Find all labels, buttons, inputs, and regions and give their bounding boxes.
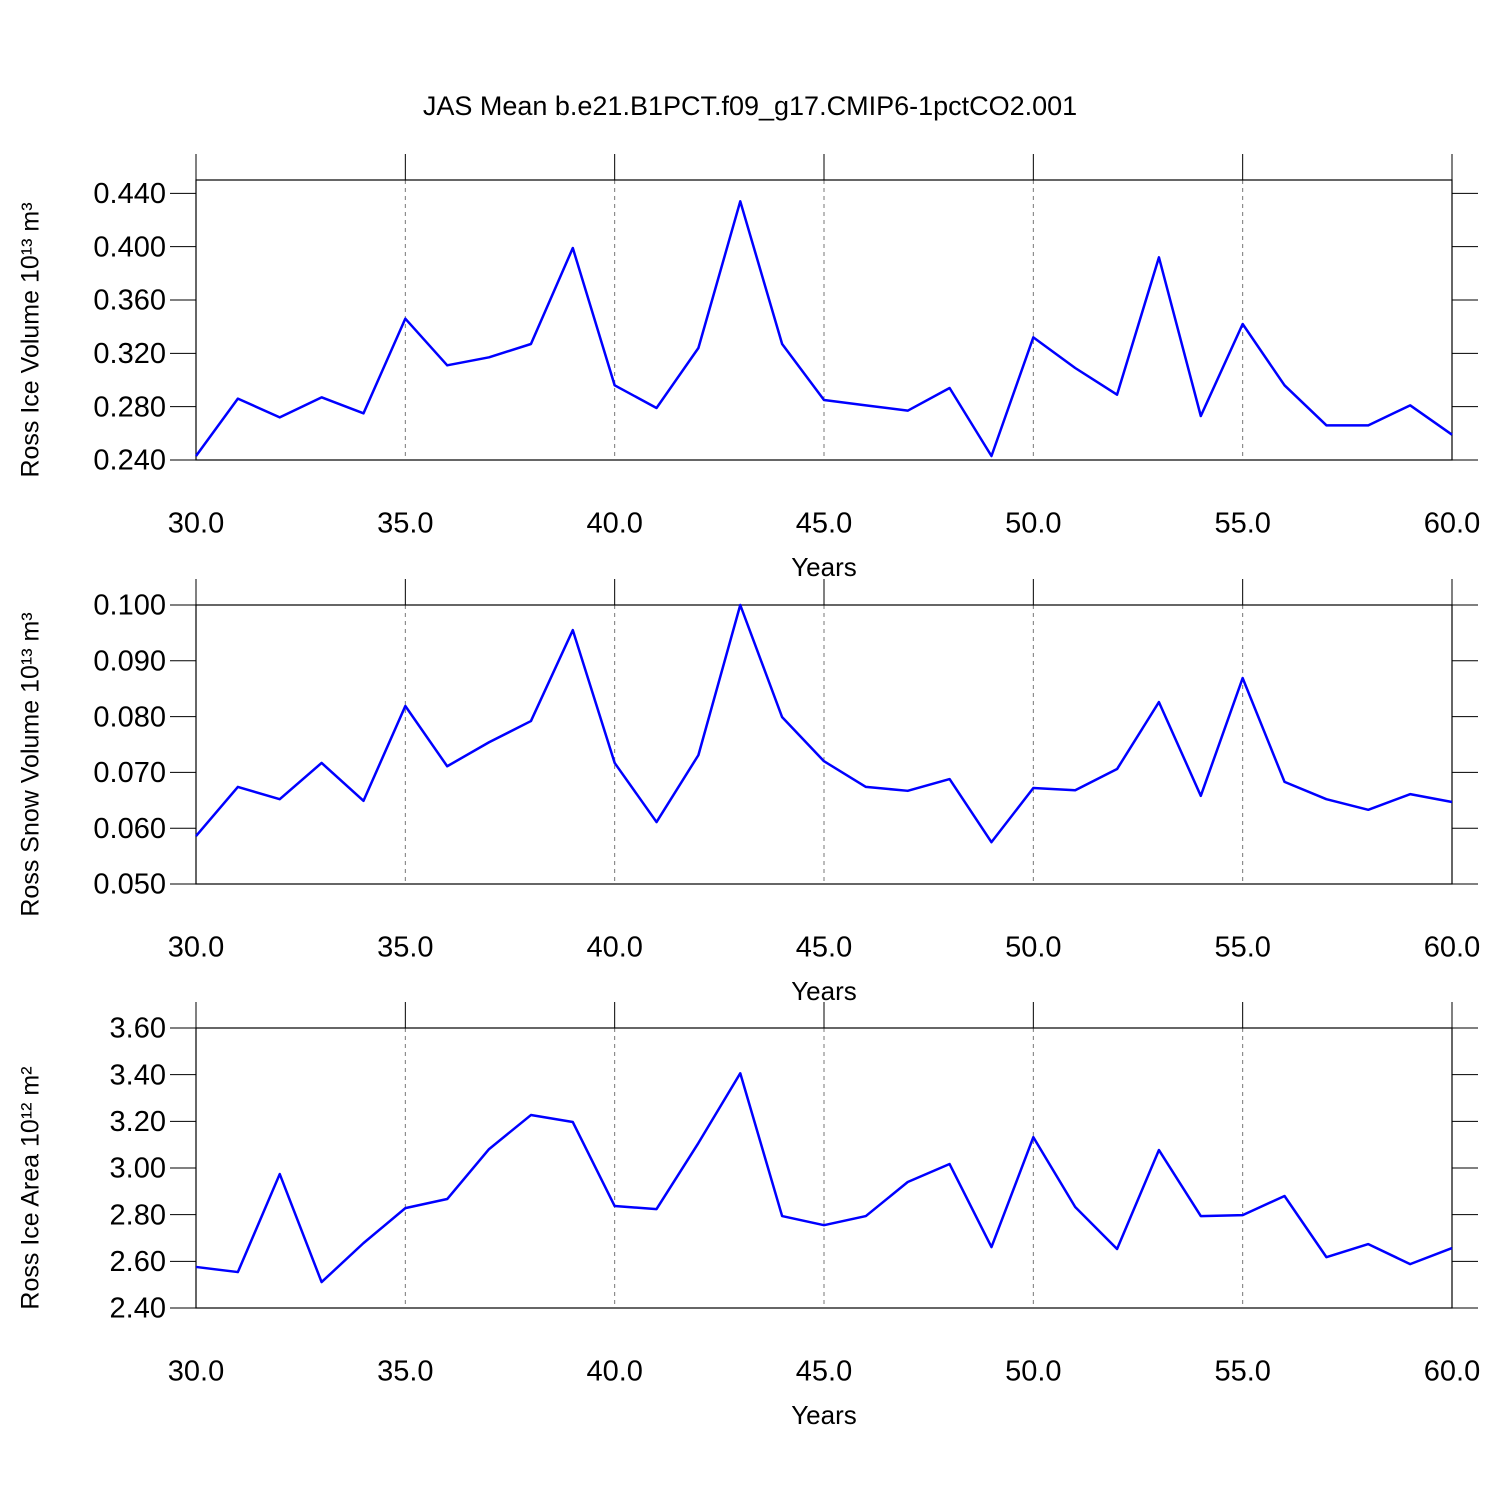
x-tick-label: 40.0 bbox=[586, 1356, 642, 1388]
x-tick-label: 50.0 bbox=[1005, 1356, 1061, 1388]
y-tick-label: 0.320 bbox=[93, 338, 166, 370]
x-tick-label: 35.0 bbox=[377, 1356, 433, 1388]
y-tick-label: 0.050 bbox=[93, 869, 166, 901]
y-tick-label: 2.40 bbox=[110, 1293, 166, 1325]
x-tick-label: 30.0 bbox=[168, 932, 224, 964]
y-tick-label: 3.60 bbox=[110, 1013, 166, 1045]
x-tick-label: 60.0 bbox=[1424, 508, 1480, 540]
y-tick-label: 0.070 bbox=[93, 757, 166, 789]
data-line bbox=[195, 1072, 1453, 1284]
x-tick-label: 55.0 bbox=[1214, 1356, 1270, 1388]
y-tick-label: 2.60 bbox=[110, 1246, 166, 1278]
y-tick-label: 0.280 bbox=[93, 391, 166, 423]
x-tick-label: 30.0 bbox=[168, 508, 224, 540]
y-axis-label: Ross Ice Area 10¹² m² bbox=[17, 1066, 45, 1309]
plot-frame bbox=[195, 179, 1453, 461]
x-tick-label: 60.0 bbox=[1424, 1356, 1480, 1388]
y-tick-label: 3.00 bbox=[110, 1153, 166, 1185]
y-axis-label: Ross Ice Volume 10¹³ m³ bbox=[17, 202, 45, 477]
y-axis-label: Ross Snow Volume 10¹³ m³ bbox=[17, 612, 45, 916]
figure-title: JAS Mean b.e21.B1PCT.f09_g17.CMIP6-1pctC… bbox=[423, 91, 1077, 121]
x-axis-label: Years bbox=[791, 976, 857, 1006]
y-tick-label: 3.20 bbox=[110, 1106, 166, 1138]
plot-frame bbox=[195, 604, 1453, 885]
y-tick-label: 0.240 bbox=[93, 445, 166, 477]
x-tick-label: 55.0 bbox=[1214, 932, 1270, 964]
x-tick-label: 35.0 bbox=[377, 932, 433, 964]
x-axis-label: Years bbox=[791, 1400, 857, 1430]
y-tick-label: 0.080 bbox=[93, 701, 166, 733]
x-tick-label: 60.0 bbox=[1424, 932, 1480, 964]
y-tick-label: 2.80 bbox=[110, 1199, 166, 1231]
data-line bbox=[195, 603, 1453, 844]
y-tick-label: 0.440 bbox=[93, 178, 166, 210]
y-tick-label: 0.100 bbox=[93, 590, 166, 622]
y-tick-label: 0.360 bbox=[93, 285, 166, 317]
y-tick-label: 0.400 bbox=[93, 231, 166, 263]
x-tick-label: 35.0 bbox=[377, 508, 433, 540]
y-tick-label: 0.060 bbox=[93, 813, 166, 845]
y-tick-label: 3.40 bbox=[110, 1059, 166, 1091]
x-tick-label: 45.0 bbox=[796, 508, 852, 540]
x-tick-label: 30.0 bbox=[168, 1356, 224, 1388]
y-tick-label: 0.090 bbox=[93, 645, 166, 677]
data-line bbox=[194, 200, 1453, 458]
plot-frame bbox=[195, 1027, 1453, 1309]
x-tick-label: 45.0 bbox=[796, 932, 852, 964]
x-tick-label: 50.0 bbox=[1005, 932, 1061, 964]
x-axis-label: Years bbox=[791, 552, 857, 582]
x-tick-label: 40.0 bbox=[586, 508, 642, 540]
x-tick-label: 45.0 bbox=[796, 1356, 852, 1388]
x-tick-label: 55.0 bbox=[1214, 508, 1270, 540]
x-tick-label: 50.0 bbox=[1005, 508, 1061, 540]
x-tick-label: 40.0 bbox=[586, 932, 642, 964]
